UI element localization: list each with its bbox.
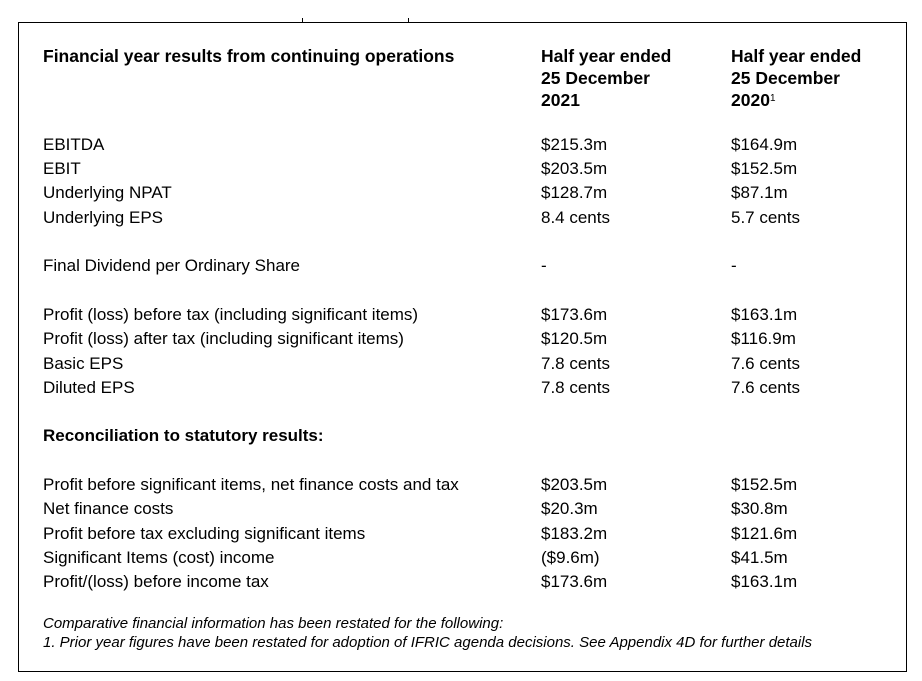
border-tick <box>302 18 303 22</box>
column-header-2021: Half year ended 25 December 2021 <box>541 45 671 111</box>
value-2021: $215.3m <box>541 135 608 154</box>
table-row: Reconciliation to statutory results: <box>43 424 903 448</box>
value-2021: $183.2m <box>541 523 608 543</box>
value-2021: 8.4 cents <box>541 207 610 227</box>
value-2021: 7.8 cents <box>541 377 610 397</box>
column-header-2020: Half year ended 25 December 20201 <box>731 45 861 111</box>
table-row: Profit/(loss) before income tax $173.6m $1… <box>43 570 903 594</box>
value-2020: $41.5m <box>731 547 788 567</box>
table-row: Final Dividend per Ordinary Share - - <box>43 254 903 278</box>
value-2021: $120.5m <box>541 329 608 349</box>
value-2021: - <box>541 256 547 276</box>
value-2020: 7.6 cents <box>731 377 800 397</box>
value-2020: $163.1m <box>731 305 798 325</box>
row-label: Profit before significant items, net fin… <box>43 475 459 495</box>
value-2020: $152.5m <box>731 475 798 495</box>
table-row: Profit before significant items, net fin… <box>43 473 903 497</box>
border-tick <box>408 18 409 22</box>
row-label: Profit (loss) after tax (including signi… <box>43 329 404 349</box>
value-2021: $173.6m <box>541 305 608 325</box>
value-2020: 7.6 cents <box>731 353 800 373</box>
footnote-marker: 1 <box>769 93 776 104</box>
value-2020: $87.1m <box>731 183 788 203</box>
value-2021: ($9.6m) <box>541 547 600 567</box>
table-title: Financial year results from continuing o… <box>43 46 455 66</box>
header-line: 2021 <box>541 90 580 110</box>
table-row: EBITDA $215.3m $164.9m <box>43 133 903 157</box>
value-2021: $203.5m <box>541 475 608 495</box>
table-row: Underlying NPAT $128.7m $87.1m <box>43 181 903 205</box>
value-2020: $30.8m <box>731 499 788 519</box>
value-2021: $173.6m <box>541 572 608 591</box>
row-label: Underlying NPAT <box>43 183 172 203</box>
value-2020: - <box>731 256 737 276</box>
row-label: Net finance costs <box>43 499 174 519</box>
header-line: Half year ended <box>541 46 672 66</box>
row-label: Final Dividend per Ordinary Share <box>43 256 301 276</box>
footnote-intro: Comparative financial information has be… <box>43 615 504 632</box>
value-2020: $152.5m <box>731 159 798 179</box>
results-rows: EBITDA $215.3m $164.9m EBIT $203.5m $152.5m Un… <box>43 133 903 594</box>
spacer <box>43 400 903 425</box>
header-line: 25 December <box>731 68 840 88</box>
header-year: 2020 <box>731 90 770 110</box>
footnote-item-1: 1. Prior year figures have been restated… <box>43 634 813 651</box>
row-label: Profit before tax excluding significant … <box>43 523 366 543</box>
table-row: Net finance costs $20.3m $30.8m <box>43 497 903 521</box>
header-line: 20201 <box>731 89 861 111</box>
row-label: Diluted EPS <box>43 377 135 397</box>
results-table-border <box>18 22 907 672</box>
spacer <box>43 449 903 474</box>
table-row: Underlying EPS 8.4 cents 5.7 cents <box>43 206 903 230</box>
spacer <box>43 230 903 255</box>
value-2021: $128.7m <box>541 183 608 203</box>
value-2020: $121.6m <box>731 523 798 543</box>
row-label: Significant Items (cost) income <box>43 547 275 567</box>
spacer <box>43 279 903 304</box>
row-label: Profit/(loss) before income tax <box>43 572 269 591</box>
row-label: EBIT <box>43 159 81 179</box>
value-2020: $116.9m <box>731 329 796 349</box>
table-row: Significant Items (cost) income ($9.6m) $4… <box>43 546 903 570</box>
value-2021: 7.8 cents <box>541 353 610 373</box>
table-row: EBIT $203.5m $152.5m <box>43 157 903 181</box>
value-2021: $20.3m <box>541 499 598 519</box>
row-label: Reconciliation to statutory results: <box>43 426 324 446</box>
row-label: Underlying EPS <box>43 207 164 227</box>
value-2021: $203.5m <box>541 159 608 179</box>
table-row: Diluted EPS 7.8 cents 7.6 cents <box>43 376 903 400</box>
header-line: Half year ended <box>731 46 862 66</box>
row-label: Basic EPS <box>43 353 124 373</box>
row-label: Profit (loss) before tax (including sign… <box>43 305 419 325</box>
table-row: Profit before tax excluding significant … <box>43 522 903 546</box>
row-label: EBITDA <box>43 135 105 154</box>
footnote: Comparative financial information has be… <box>43 614 893 652</box>
value-2020: $164.9m <box>731 135 798 154</box>
table-row: Basic EPS 7.8 cents 7.6 cents <box>43 352 903 376</box>
value-2021 <box>541 424 731 448</box>
table-row: Profit (loss) before tax (including sign… <box>43 303 903 327</box>
header-line: 25 December <box>541 68 650 88</box>
table-row: Profit (loss) after tax (including signi… <box>43 327 903 351</box>
value-2020: $163.1m <box>731 572 798 591</box>
value-2020: 5.7 cents <box>731 207 800 227</box>
